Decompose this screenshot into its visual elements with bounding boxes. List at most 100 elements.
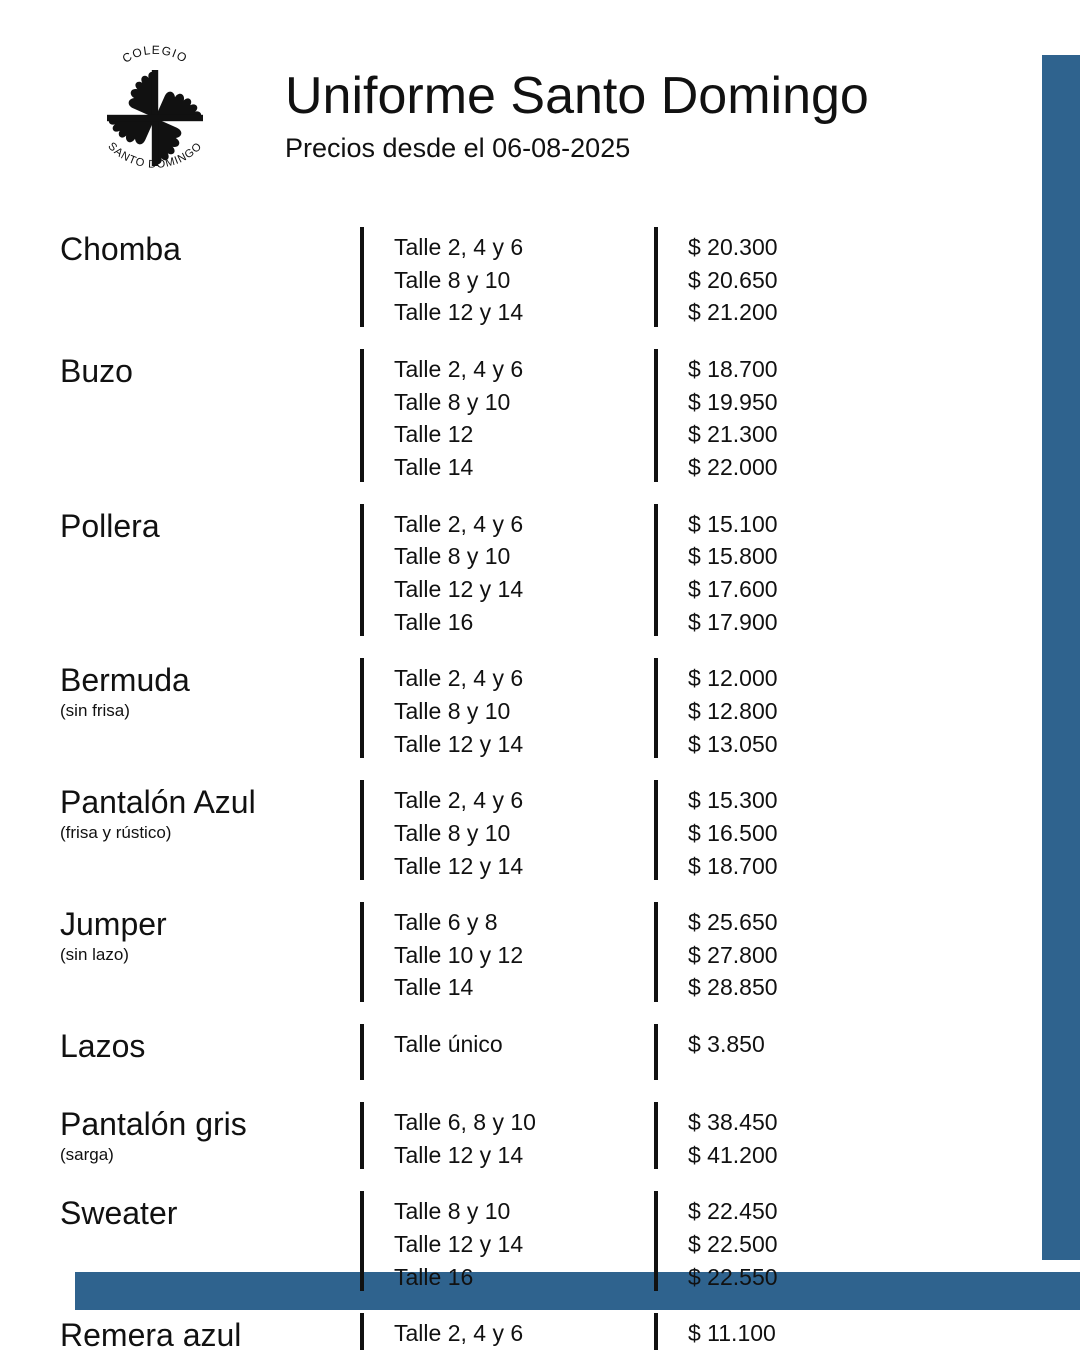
prices-col: $ 25.650 $ 27.800 $ 28.850 <box>688 900 778 1004</box>
price-label: $ 22.450 <box>688 1195 778 1228</box>
title-block: Uniforme Santo Domingo Precios desde el … <box>285 68 1045 164</box>
item-name-col: Pantalón Azul (frisa y rústico) <box>60 778 360 843</box>
size-label: Talle 16 <box>394 606 654 639</box>
price-label: $ 20.300 <box>688 231 778 264</box>
sizes-col: Talle 6, 8 y 10 Talle 12 y 14 <box>394 1100 654 1171</box>
size-label: Talle 2, 4 y 6 <box>394 662 654 695</box>
item-row-jumper: Jumper (sin lazo) Talle 6 y 8 Talle 10 y 12… <box>60 900 1000 1004</box>
size-label: Talle 12 <box>394 418 654 451</box>
size-label: Talle 12 y 14 <box>394 850 654 883</box>
prices-col: $ 38.450 $ 41.200 <box>688 1100 778 1171</box>
page-title: Uniforme Santo Domingo <box>285 68 1045 125</box>
size-label: Talle 2, 4 y 6 <box>394 353 654 386</box>
price-label: $ 22.500 <box>688 1228 778 1261</box>
price-label: $ 13.050 <box>688 728 778 761</box>
size-label: Talle 12 y 14 <box>394 1139 654 1172</box>
divider-line-2 <box>654 349 658 482</box>
size-label: Talle 8 y 10 <box>394 695 654 728</box>
prices-col: $ 3.850 <box>688 1022 765 1061</box>
item-row-pantal-n-gris: Pantalón gris (sarga) Talle 6, 8 y 10 Talle… <box>60 1100 1000 1171</box>
item-row-sweater: Sweater Talle 8 y 10 Talle 12 y 14 Talle 16… <box>60 1189 1000 1293</box>
item-name-label: Pantalón Azul <box>60 784 360 821</box>
sizes-col: Talle 2, 4 y 6 Talle 8 y 10 Talle 12 y 14 T… <box>394 502 654 639</box>
price-list-page: COLEGIO SANTO DOMINGO <box>0 0 1080 1350</box>
price-label: $ 12.800 <box>688 695 778 728</box>
sizes-col: Talle 2, 4 y 6Talle 8 y 10Talle 12 y 14 <box>394 778 654 882</box>
item-note-label: (sin lazo) <box>60 945 360 965</box>
size-label: Talle 12 y 14 <box>394 1228 654 1261</box>
price-label: $ 18.700 <box>688 353 778 386</box>
size-label: Talle 14 <box>394 451 654 484</box>
price-label: $ 17.600 <box>688 573 778 606</box>
price-label: $ 19.950 <box>688 386 778 419</box>
sizes-col: Talle único <box>394 1022 654 1061</box>
price-table: Chomba Talle 2, 4 y 6 Talle 8 y 10 Talle 12… <box>60 225 1000 1350</box>
item-name-col: Sweater <box>60 1189 360 1232</box>
divider-line-2 <box>654 504 658 637</box>
size-label: Talle 6, 8 y 10 <box>394 1106 654 1139</box>
item-name-label: Lazos <box>60 1028 360 1065</box>
price-label: $ 15.800 <box>688 540 778 573</box>
size-label: Talle 12 y 14 <box>394 296 654 329</box>
size-label: Talle 2, 4 y 6 <box>394 1317 654 1350</box>
size-label: Talle 16 <box>394 1261 654 1294</box>
price-label: $ 41.200 <box>688 1139 778 1172</box>
item-note-label: (sarga) <box>60 1145 360 1165</box>
item-row-lazos: Lazos Talle único $ 3.850 <box>60 1022 1000 1082</box>
header-section: COLEGIO SANTO DOMINGO <box>60 38 1040 198</box>
size-label: Talle 2, 4 y 6 <box>394 231 654 264</box>
divider-line-1 <box>360 658 364 758</box>
price-label: $ 21.200 <box>688 296 778 329</box>
price-rows-container: Chomba Talle 2, 4 y 6 Talle 8 y 10 Talle 12… <box>60 225 1000 1350</box>
item-name-label: Chomba <box>60 231 360 268</box>
item-name-label: Bermuda <box>60 662 360 699</box>
divider-line-1 <box>360 902 364 1002</box>
divider-line-2 <box>654 227 658 327</box>
size-label: Talle 8 y 10 <box>394 1195 654 1228</box>
item-note-label: (sin frisa) <box>60 701 360 721</box>
prices-col: $ 18.700 $ 19.950 $ 21.300 $ 22.000 <box>688 347 778 484</box>
page-subtitle: Precios desde el 06-08-2025 <box>285 133 1045 164</box>
price-label: $ 17.900 <box>688 606 778 639</box>
prices-col: $ 15.100 $ 15.800 $ 17.600 $ 17.900 <box>688 502 778 639</box>
price-label: $ 28.850 <box>688 971 778 1004</box>
accent-bar-vertical <box>1042 55 1080 1260</box>
size-label: Talle 8 y 10 <box>394 817 654 850</box>
divider-line-1 <box>360 1191 364 1291</box>
size-label: Talle 12 y 14 <box>394 728 654 761</box>
sizes-col: Talle 2, 4 y 6 Talle 8 y 10 Talle 12 Talle … <box>394 347 654 484</box>
price-label: $ 22.550 <box>688 1261 778 1294</box>
divider-line-1 <box>360 504 364 637</box>
item-name-label: Pantalón gris <box>60 1106 360 1143</box>
price-label: $ 18.700 <box>688 850 778 883</box>
item-row-pantal-n-azul: Pantalón Azul (frisa y rústico) Talle 2, 4… <box>60 778 1000 882</box>
divider-line-2 <box>654 658 658 758</box>
size-label: Talle 2, 4 y 6 <box>394 508 654 541</box>
size-label: Talle 10 y 12 <box>394 939 654 972</box>
item-row-buzo: Buzo Talle 2, 4 y 6 Talle 8 y 10 Talle 12 Ta… <box>60 347 1000 484</box>
prices-col: $ 12.000 $ 12.800 $ 13.050 <box>688 656 778 760</box>
item-name-col: Bermuda (sin frisa) <box>60 656 360 721</box>
divider-line-1 <box>360 1024 364 1080</box>
item-name-label: Pollera <box>60 508 360 545</box>
divider-line-1 <box>360 1102 364 1169</box>
size-label: Talle 14 <box>394 971 654 1004</box>
item-name-col: Chomba <box>60 225 360 268</box>
prices-col: $ 15.300 $ 16.500 $ 18.700 <box>688 778 778 882</box>
price-label: $ 21.300 <box>688 418 778 451</box>
price-label: $ 38.450 <box>688 1106 778 1139</box>
size-label: Talle 8 y 10 <box>394 264 654 297</box>
divider-line-2 <box>654 780 658 880</box>
divider-line-2 <box>654 1313 658 1350</box>
sizes-col: Talle 8 y 10 Talle 12 y 14 Talle 16 <box>394 1189 654 1293</box>
item-name-label: Buzo <box>60 353 360 390</box>
item-row-pollera: Pollera Talle 2, 4 y 6 Talle 8 y 10 Talle 1… <box>60 502 1000 639</box>
svg-text:COLEGIO: COLEGIO <box>120 43 190 66</box>
item-name-label: Sweater <box>60 1195 360 1232</box>
divider-line-2 <box>654 1024 658 1080</box>
divider-line-2 <box>654 1191 658 1291</box>
price-label: $ 15.300 <box>688 784 778 817</box>
item-name-col: Lazos <box>60 1022 360 1065</box>
